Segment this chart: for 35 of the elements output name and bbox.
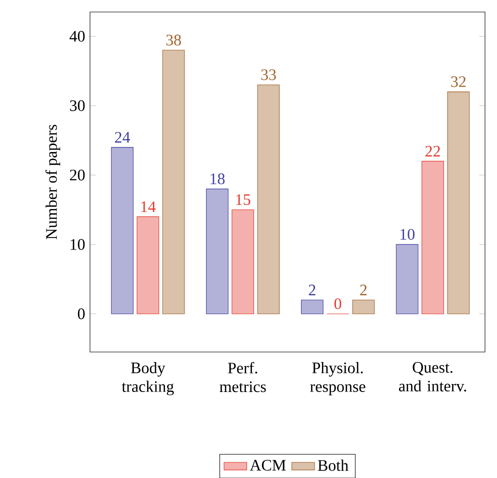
bar: [257, 84, 280, 314]
bar: [136, 216, 160, 314]
data-label: 2: [308, 284, 316, 296]
bar: [206, 188, 228, 314]
legend-label: Both: [318, 459, 348, 471]
x-tick-label: Perf. metrics: [220, 362, 266, 392]
bar: [447, 91, 470, 314]
bar: [396, 244, 418, 314]
data-label: 22: [425, 146, 440, 156]
data-label: 10: [400, 228, 415, 240]
data-label: 14: [141, 201, 156, 212]
x-tick-label: Quest. and interv.: [398, 362, 466, 392]
x-tick-label: Physiol. response: [310, 362, 366, 396]
y-tick-label: 0: [78, 308, 85, 320]
data-label: 24: [115, 132, 130, 142]
data-label: 2: [360, 284, 367, 296]
legend-label: ACM: [250, 460, 286, 470]
y-tick-label: 30: [70, 100, 85, 111]
bar: [301, 300, 324, 314]
data-label: 0: [334, 298, 342, 309]
data-label: 32: [451, 76, 466, 87]
y-tick-label: 40: [70, 30, 85, 42]
bar: [422, 160, 444, 314]
data-label: 15: [236, 194, 250, 205]
y-tick-label: 20: [70, 170, 85, 180]
bar: [232, 209, 254, 314]
y-tick-label: 10: [70, 238, 85, 250]
data-label: 38: [166, 34, 181, 46]
x-tick-label: Body tracking: [122, 362, 174, 396]
y-axis-title: Number of papers: [45, 124, 60, 240]
bar: [162, 50, 185, 314]
bar: [352, 300, 375, 314]
data-label: 33: [261, 69, 276, 80]
data-label: 18: [210, 173, 225, 184]
bar: [111, 146, 134, 314]
